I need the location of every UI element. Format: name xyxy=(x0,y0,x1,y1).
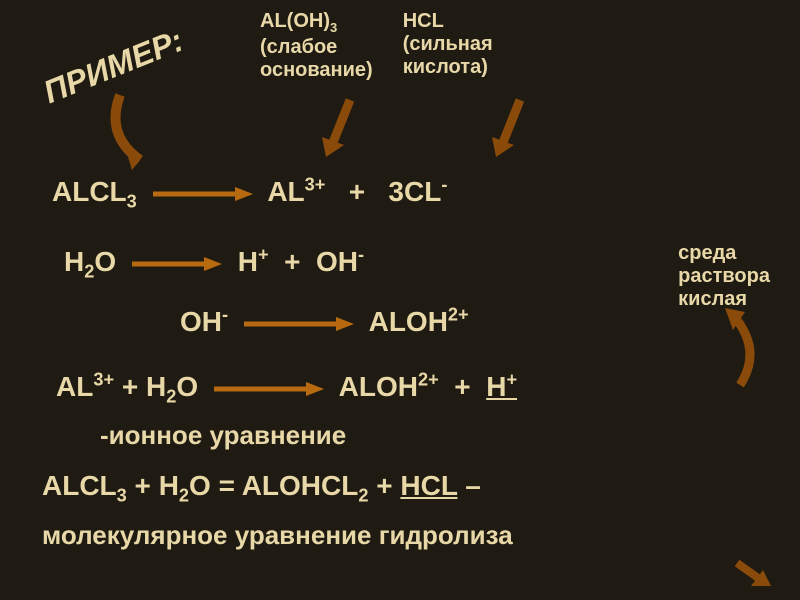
caption-molecular: молекулярное уравнение гидролиза xyxy=(42,520,513,551)
down-arrow-icon xyxy=(320,95,360,165)
eq-text: AL3+ + H2O xyxy=(56,371,198,402)
next-arrow-icon xyxy=(735,558,775,588)
eq-text: H2O xyxy=(64,246,116,277)
eq-text: 3CL- xyxy=(388,176,447,207)
note-l2: раствора xyxy=(678,265,770,287)
right-arrow-icon xyxy=(132,248,222,280)
equation-3: OH- ALOH2+ xyxy=(180,305,469,340)
label-hcl: HCL (сильная кислота) xyxy=(403,10,493,82)
header-labels: AL(OH)3 (слабое основание) HCL (сильная … xyxy=(260,10,493,82)
desc-strong2: кислота) xyxy=(403,56,488,78)
eq-text: ALOH2+ xyxy=(369,306,469,337)
formula-aloh3: AL(OH)3 xyxy=(260,10,337,32)
down-arrow-icon xyxy=(490,95,530,165)
note-l1: среда xyxy=(678,242,736,264)
eq-text: ALCL3 xyxy=(52,176,137,207)
equation-4: AL3+ + H2O ALOH2+ + H+ xyxy=(56,370,517,408)
eq-text: OH- xyxy=(180,306,228,337)
desc-weak1: (слабое xyxy=(260,36,337,58)
eq-text: ALCL3 + H2O = ALOHCL2 + HCL – xyxy=(42,470,481,501)
equation-6: ALCL3 + H2O = ALOHCL2 + HCL – xyxy=(42,470,481,507)
caption-ionic: -ионное уравнение xyxy=(100,420,346,451)
curved-arrow-icon xyxy=(715,300,765,390)
desc-weak2: основание) xyxy=(260,59,373,81)
equation-1: ALCL3 AL3+ + 3CL- xyxy=(52,175,447,213)
right-arrow-icon xyxy=(153,178,253,210)
desc-strong1: (сильная xyxy=(403,33,493,55)
eq-text: H+ + OH- xyxy=(238,246,364,277)
right-arrow-icon xyxy=(214,373,324,405)
label-aloh3: AL(OH)3 (слабое основание) xyxy=(260,10,373,82)
formula-hcl: HCL xyxy=(403,10,444,32)
curved-arrow-icon xyxy=(100,85,160,175)
eq-text: ALOH2+ + H+ xyxy=(339,371,517,402)
right-arrow-icon xyxy=(244,308,354,340)
equation-2: H2O H+ + OH- xyxy=(64,245,364,283)
eq-text: AL3+ + xyxy=(267,176,380,207)
